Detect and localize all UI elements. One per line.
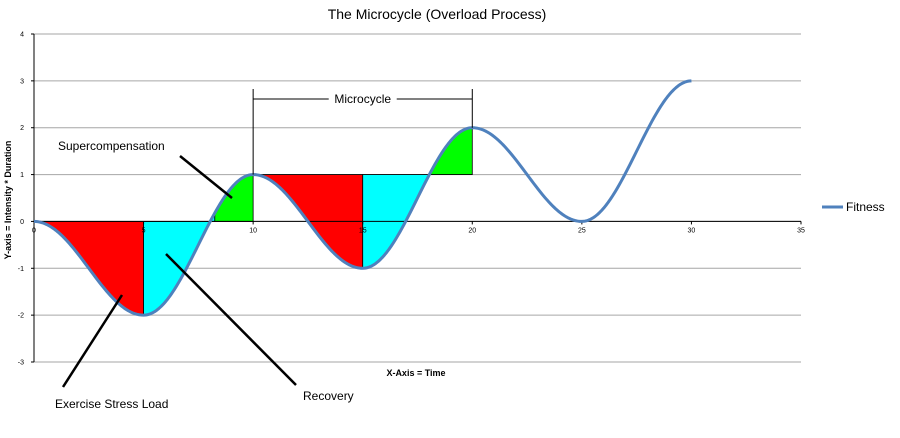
axes: -3 -2 -1 0 1 2 3 4 0 5 10 15 20 25 30 35 xyxy=(18,32,805,367)
shaded-region xyxy=(362,171,432,269)
supercompensation-leader xyxy=(179,155,233,199)
y-tick-label: -3 xyxy=(18,360,24,367)
x-tick-label: 35 xyxy=(797,227,805,234)
x-tick-label: 15 xyxy=(359,227,367,234)
x-tick-label: 20 xyxy=(468,227,476,234)
y-tick-label: 4 xyxy=(20,32,24,39)
y-axis-label: Y-axis = Intensity * Duration xyxy=(3,141,13,260)
series-lines xyxy=(33,79,692,317)
x-tick-label: 25 xyxy=(578,227,586,234)
annotations: Supercompensation Exercise Stress Load R… xyxy=(55,139,354,411)
x-tick-label: 10 xyxy=(249,227,257,234)
x-tick-label: 0 xyxy=(32,227,36,234)
y-tick-label: 3 xyxy=(20,78,24,85)
y-tick-label: 1 xyxy=(20,172,24,179)
fitness-line xyxy=(33,79,692,317)
recovery-leader xyxy=(165,253,297,386)
supercompensation-label: Supercompensation xyxy=(58,139,165,153)
x-axis-label: X-Axis = Time xyxy=(386,368,445,378)
legend: Fitness xyxy=(822,200,885,214)
microcycle-bracket: Microcycle xyxy=(252,89,473,175)
shaded-region xyxy=(143,212,216,316)
y-tick-label: 2 xyxy=(20,125,24,132)
x-tick-label: 5 xyxy=(142,227,146,234)
exercise-stress-leader xyxy=(61,294,124,388)
x-tick-label: 30 xyxy=(688,227,696,234)
chart-title: The Microcycle (Overload Process) xyxy=(328,6,547,22)
microcycle-label: Microcycle xyxy=(334,92,391,106)
legend-label-fitness: Fitness xyxy=(846,200,885,214)
y-tick-label: -2 xyxy=(18,313,24,320)
shaded-region xyxy=(430,127,473,175)
exercise-stress-load-label: Exercise Stress Load xyxy=(55,397,168,411)
shaded-region xyxy=(214,174,254,222)
y-tick-label: 0 xyxy=(20,219,24,226)
recovery-label: Recovery xyxy=(303,389,354,403)
y-tick-label: -1 xyxy=(18,266,24,273)
